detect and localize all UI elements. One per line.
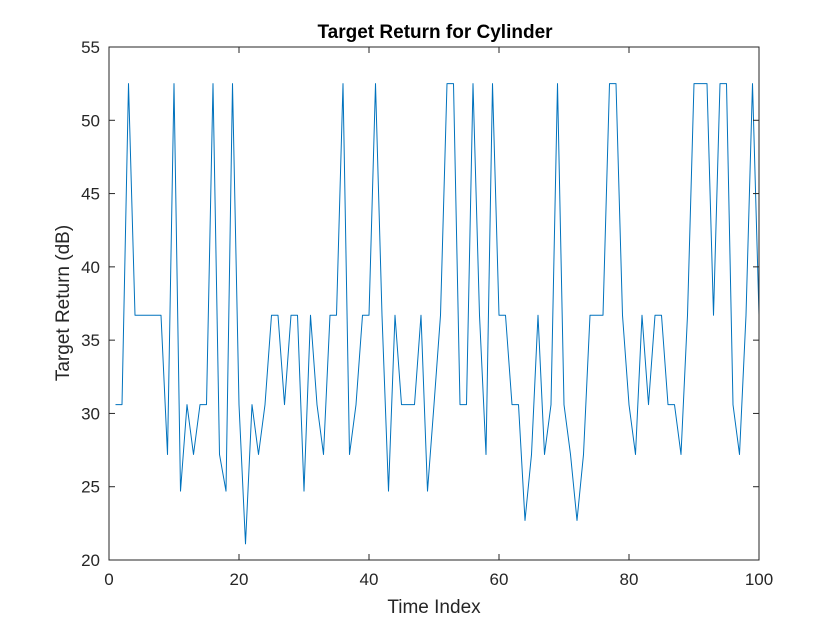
y-tick-label: 55 bbox=[81, 38, 100, 57]
x-tick-label: 40 bbox=[360, 570, 379, 589]
series-line-0 bbox=[115, 83, 760, 545]
plot-area bbox=[109, 47, 759, 560]
y-tick-label: 40 bbox=[81, 258, 100, 277]
y-tick-label: 30 bbox=[81, 404, 100, 423]
y-tick-label: 35 bbox=[81, 331, 100, 350]
y-axis-ticks: 20 25 30 35 40 45 50 55 bbox=[81, 38, 759, 570]
y-axis-label: Target Return (dB) bbox=[53, 225, 74, 381]
x-tick-label: 100 bbox=[745, 570, 773, 589]
axes-layer bbox=[108, 46, 760, 561]
x-axis-label: Time Index bbox=[387, 597, 481, 618]
axes-box bbox=[108, 46, 760, 561]
x-tick-label: 0 bbox=[104, 570, 113, 589]
x-axis-ticks: 0 20 40 60 80 100 bbox=[104, 47, 773, 589]
chart-title: Target Return for Cylinder bbox=[317, 22, 553, 43]
x-tick-label: 80 bbox=[620, 570, 639, 589]
x-tick-label: 60 bbox=[490, 570, 509, 589]
y-tick-label: 20 bbox=[81, 551, 100, 570]
y-tick-label: 45 bbox=[81, 185, 100, 204]
y-tick-label: 25 bbox=[81, 478, 100, 497]
y-tick-label: 50 bbox=[81, 111, 100, 130]
x-tick-label: 20 bbox=[230, 570, 249, 589]
series-layer bbox=[115, 83, 760, 545]
